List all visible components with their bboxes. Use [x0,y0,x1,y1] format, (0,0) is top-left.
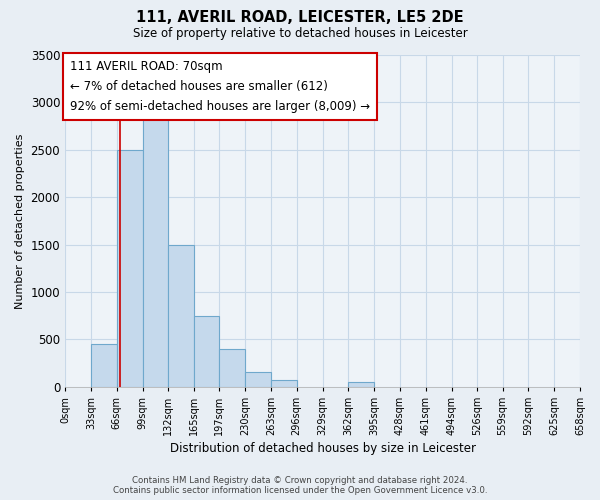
Y-axis label: Number of detached properties: Number of detached properties [15,133,25,308]
Bar [91,344,116,387]
Bar [271,380,296,386]
Bar [143,120,169,386]
X-axis label: Distribution of detached houses by size in Leicester: Distribution of detached houses by size … [170,442,476,455]
Bar [219,348,245,387]
Bar [194,316,219,386]
Text: Contains HM Land Registry data © Crown copyright and database right 2024.
Contai: Contains HM Land Registry data © Crown c… [113,476,487,495]
Bar [349,382,374,386]
Bar [116,150,143,386]
Text: Size of property relative to detached houses in Leicester: Size of property relative to detached ho… [133,28,467,40]
Text: 111, AVERIL ROAD, LEICESTER, LE5 2DE: 111, AVERIL ROAD, LEICESTER, LE5 2DE [136,10,464,25]
Text: 111 AVERIL ROAD: 70sqm
← 7% of detached houses are smaller (612)
92% of semi-det: 111 AVERIL ROAD: 70sqm ← 7% of detached … [70,60,370,113]
Bar [169,244,194,386]
Bar [245,372,271,386]
